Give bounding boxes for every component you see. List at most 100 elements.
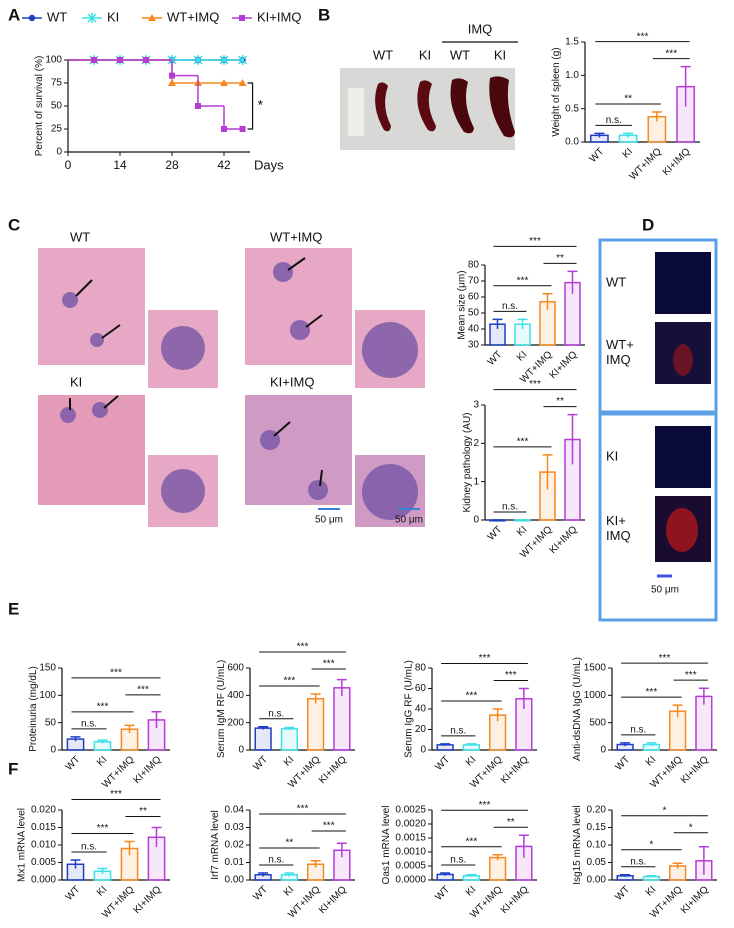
y-tick-label: 50	[468, 308, 480, 319]
error-bar	[440, 872, 451, 876]
y-tick-label: 80	[415, 663, 427, 674]
spleen	[489, 76, 515, 138]
arrow	[273, 421, 291, 437]
y-tick-label: 40	[468, 324, 480, 335]
error-bar	[70, 736, 81, 742]
legend-label: WT	[47, 9, 67, 24]
x-tick-label: WT	[433, 884, 452, 903]
significance-label: ***	[323, 821, 335, 832]
significance-label: ***	[505, 670, 517, 681]
bar	[254, 727, 272, 751]
x-tick-label: 14	[113, 158, 127, 172]
histology-image	[38, 395, 145, 505]
significance-label: n.s.	[450, 725, 466, 736]
error-bar	[310, 693, 321, 704]
x-tick-label: KI	[95, 884, 109, 898]
significance-label: n.s.	[81, 842, 97, 853]
error-bar	[258, 726, 269, 730]
x-tick-label: KI	[515, 349, 529, 363]
y-axis-label: Weight of spleen (g)	[551, 47, 562, 136]
significance-bracket	[247, 82, 254, 130]
error-bar	[492, 318, 503, 329]
panel-label: B	[318, 5, 330, 24]
y-tick-label: 0	[50, 745, 56, 756]
x-tick-label: KI	[464, 754, 478, 768]
legend-item: KI	[82, 9, 119, 24]
significance-label: ***	[529, 379, 541, 390]
photo-label: IMQ	[468, 21, 493, 36]
y-tick-label: 30	[468, 340, 480, 351]
error-bar	[594, 132, 605, 138]
legend-item: WT+IMQ	[142, 9, 219, 24]
y-tick-label: 1.0	[565, 70, 579, 81]
image-label: WT	[70, 229, 90, 244]
y-tick-label: 0	[56, 147, 62, 158]
y-tick-label: 0.0010	[395, 847, 426, 858]
survival-point	[169, 72, 175, 79]
error-bar	[518, 834, 529, 858]
y-axis-label: Mean size (μm)	[456, 270, 467, 339]
y-tick-label: 400	[227, 690, 244, 701]
y-tick-label: 100	[45, 55, 62, 66]
arrow	[75, 279, 93, 297]
y-tick-label: 25	[51, 124, 63, 135]
group-box	[598, 238, 718, 414]
error-bar	[70, 859, 81, 869]
y-axis-label: Serum IgM RF (U/mL)	[216, 660, 227, 758]
y-tick-label: 600	[227, 663, 244, 674]
survival-point	[91, 57, 97, 63]
x-tick-label: KI	[621, 146, 635, 160]
y-tick-label: 0	[420, 745, 426, 756]
significance-label: ***	[323, 659, 335, 670]
y-tick-label: 80	[468, 260, 480, 271]
x-tick-label: 42	[217, 158, 231, 172]
significance-label: *	[689, 822, 693, 833]
x-tick-label: KI	[464, 884, 478, 898]
x-tick-label: WT	[588, 146, 607, 165]
error-bar	[284, 726, 295, 731]
x-tick-label: WT	[251, 754, 270, 773]
y-tick-label: 3	[473, 400, 479, 411]
bar	[333, 687, 351, 751]
x-tick-label: 28	[165, 158, 179, 172]
error-bar	[698, 687, 709, 705]
y-tick-label: 0.15	[587, 822, 607, 833]
y-tick-label: 500	[589, 717, 606, 728]
significance-label: n.s.	[502, 502, 518, 513]
y-axis-label: Proteinuria (mg/dL)	[28, 666, 39, 752]
x-tick-label: KI	[95, 754, 109, 768]
survival-point	[168, 79, 176, 86]
significance-label: ***	[97, 823, 109, 834]
x-tick-label: KI+IMQ	[679, 754, 711, 786]
image-label: WT	[606, 274, 626, 289]
y-tick-label: 0.05	[587, 857, 607, 868]
y-tick-label: 0.0020	[395, 819, 426, 830]
photo-label: KI	[494, 47, 506, 62]
error-bar	[567, 413, 578, 465]
significance-label: n.s.	[606, 115, 622, 126]
y-tick-label: 60	[415, 683, 427, 694]
arrow	[101, 324, 121, 339]
significance-label: ***	[466, 836, 478, 847]
y-tick-label: 0.020	[31, 805, 56, 816]
y-tick-label: 1000	[584, 690, 607, 701]
error-bar	[310, 860, 321, 868]
y-tick-label: 0.00	[587, 875, 607, 886]
significance-label: ***	[665, 48, 677, 59]
y-axis-label: Irf7 mRNA level	[210, 810, 221, 879]
image-label: WT+	[606, 337, 634, 352]
y-tick-label: 75	[51, 78, 63, 89]
significance-label: n.s.	[81, 719, 97, 730]
error-bar	[124, 724, 135, 734]
y-axis-label: Anti-dsDNA IgG (U/mL)	[572, 657, 583, 761]
error-bar	[97, 739, 108, 744]
significance-label: ***	[517, 275, 529, 286]
survival-point	[193, 55, 203, 65]
image-label: IMQ	[606, 352, 631, 367]
significance-label: *	[663, 805, 667, 816]
y-tick-label: 0.0005	[395, 861, 426, 872]
if-signal	[673, 344, 693, 376]
y-tick-label: 0.02	[225, 840, 245, 851]
error-bar	[698, 846, 709, 875]
significance-label: ***	[479, 653, 491, 664]
